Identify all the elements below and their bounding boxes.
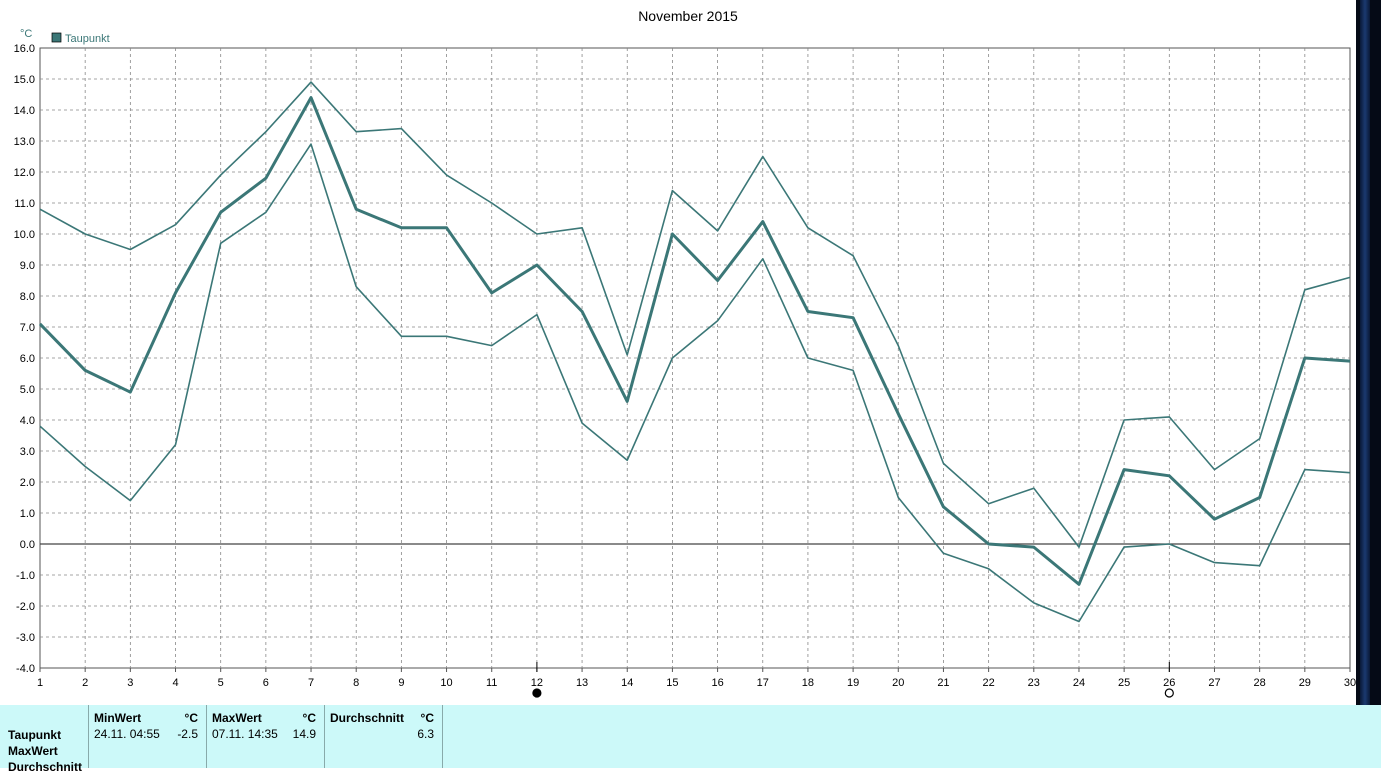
stats-row-labels: Taupunkt MaxWert Durchschnitt: [8, 727, 82, 775]
y-tick-label: -2.0: [16, 601, 35, 613]
full-moon-icon: [1164, 688, 1174, 698]
dewpoint-chart: November 2015 °C Taupunkt 16.015.014.013…: [14, 8, 1356, 698]
stat-column-min: MinWert °C 24.11. 04:55 -2.5: [88, 705, 206, 768]
x-tick-label: 22: [982, 677, 994, 689]
chart-area: November 2015 °C Taupunkt 16.0 15.0 14.0 13…: [14, 8, 1356, 698]
stat-unit-max: °C: [302, 711, 316, 725]
stat-value-max: 14.9: [292, 727, 316, 741]
x-tick-label: 15: [666, 677, 678, 689]
y-tick-label: -3.0: [16, 632, 35, 644]
y-tick-label: 16.0: [14, 43, 35, 55]
x-tick-label: 28: [1254, 677, 1266, 689]
x-tick-label: 26: [1163, 677, 1175, 689]
x-tick-label: 13: [576, 677, 588, 689]
y-tick-label: 7.0: [20, 322, 35, 334]
x-tick-label: 30: [1344, 677, 1356, 689]
x-tick-label: 18: [802, 677, 814, 689]
x-tick-label: 2: [82, 677, 88, 689]
grid: [39, 47, 1351, 669]
stat-column-max: MaxWert °C 07.11. 14:35 14.9: [206, 705, 324, 768]
x-tick-label: 20: [892, 677, 904, 689]
x-tick-label: 8: [353, 677, 359, 689]
x-tick-label: 11: [486, 677, 497, 689]
moon-markers: [532, 662, 1174, 698]
x-tick-label: 7: [308, 677, 314, 689]
y-tick-label: 4.0: [20, 415, 35, 427]
x-tick-label: 21: [937, 677, 949, 689]
x-tick-label: 3: [127, 677, 133, 689]
x-tick-label: 6: [263, 677, 269, 689]
y-tick-label: 1.0: [20, 508, 35, 520]
y-tick-label: 8.0: [20, 291, 35, 303]
stat-when-min: 24.11. 04:55: [94, 727, 160, 741]
y-tick-label: 12.0: [14, 167, 35, 179]
x-tick-label: 12: [531, 677, 543, 689]
y-tick-label: 13.0: [14, 136, 35, 148]
y-tick-label: 11.0: [14, 198, 35, 210]
x-tick-label: 10: [440, 677, 452, 689]
y-tick-label: 0.0: [20, 539, 35, 551]
legend-swatch: [51, 32, 62, 43]
x-tick-label: 14: [621, 677, 633, 689]
legend: Taupunkt: [51, 32, 110, 45]
new-moon-icon: [532, 688, 542, 698]
stats-panel: Taupunkt MaxWert Durchschnitt MinWert °C…: [0, 705, 1381, 774]
stat-header-min: MinWert: [94, 711, 142, 725]
legend-label: Taupunkt: [65, 33, 110, 45]
y-tick-label: 9.0: [20, 260, 35, 272]
x-tick-label: 19: [847, 677, 859, 689]
x-tick-label: 25: [1118, 677, 1130, 689]
x-tick-label: 5: [218, 677, 224, 689]
x-tick-label: 9: [398, 677, 404, 689]
row-label-durchschnitt: Durchschnitt: [8, 760, 83, 774]
series-line-min: [39, 143, 1351, 623]
window-edge-strip: [1356, 0, 1381, 705]
x-tick-label: 17: [757, 677, 769, 689]
y-tick-label: 3.0: [20, 446, 35, 458]
x-tick-label: 1: [37, 677, 43, 689]
x-tick-label: 27: [1208, 677, 1220, 689]
x-tick-label: 23: [1028, 677, 1040, 689]
stat-header-max: MaxWert: [212, 711, 262, 725]
chart-title: November 2015: [638, 8, 738, 24]
y-tick-label: 6.0: [20, 353, 35, 365]
stat-column-avg: Durchschnitt °C 6.3: [324, 705, 443, 768]
stat-header-avg: Durchschnitt: [330, 711, 405, 725]
row-label-taupunkt: Taupunkt: [8, 728, 62, 742]
y-tick-label: -1.0: [16, 570, 35, 582]
stat-unit-avg: °C: [420, 711, 434, 725]
series-line-max: [39, 81, 1351, 548]
y-tick-label: 10.0: [14, 229, 35, 241]
series-lines: [38, 81, 1351, 623]
x-tick-label: 16: [711, 677, 723, 689]
series-line-mean: [38, 96, 1351, 586]
y-axis-unit: °C: [20, 28, 32, 40]
stat-value-min: -2.5: [177, 727, 198, 741]
stat-value-avg: 6.3: [417, 727, 434, 741]
row-label-maxwert: MaxWert: [8, 744, 58, 758]
y-tick-label: -4.0: [16, 663, 35, 675]
x-axis-ticks: 1 2 3 4 5 6 7 8 9 10 11 12 13 14 15 16 17 18 19 20 21 22 23 24 2…: [37, 668, 1356, 689]
y-tick-label: 2.0: [20, 477, 35, 489]
x-tick-label: 24: [1073, 677, 1085, 689]
x-tick-label: 29: [1299, 677, 1311, 689]
stat-unit-min: °C: [184, 711, 198, 725]
y-tick-label: 5.0: [20, 384, 35, 396]
y-tick-label: 15.0: [14, 74, 35, 86]
y-axis-ticks: 16.0 15.0 14.0 13.0 12.0 11.0 10.0 9.0 8.0 7.0 6.0…: [14, 43, 35, 675]
x-tick-label: 4: [172, 677, 178, 689]
y-tick-label: 14.0: [14, 105, 35, 117]
stat-when-max: 07.11. 14:35: [212, 727, 278, 741]
